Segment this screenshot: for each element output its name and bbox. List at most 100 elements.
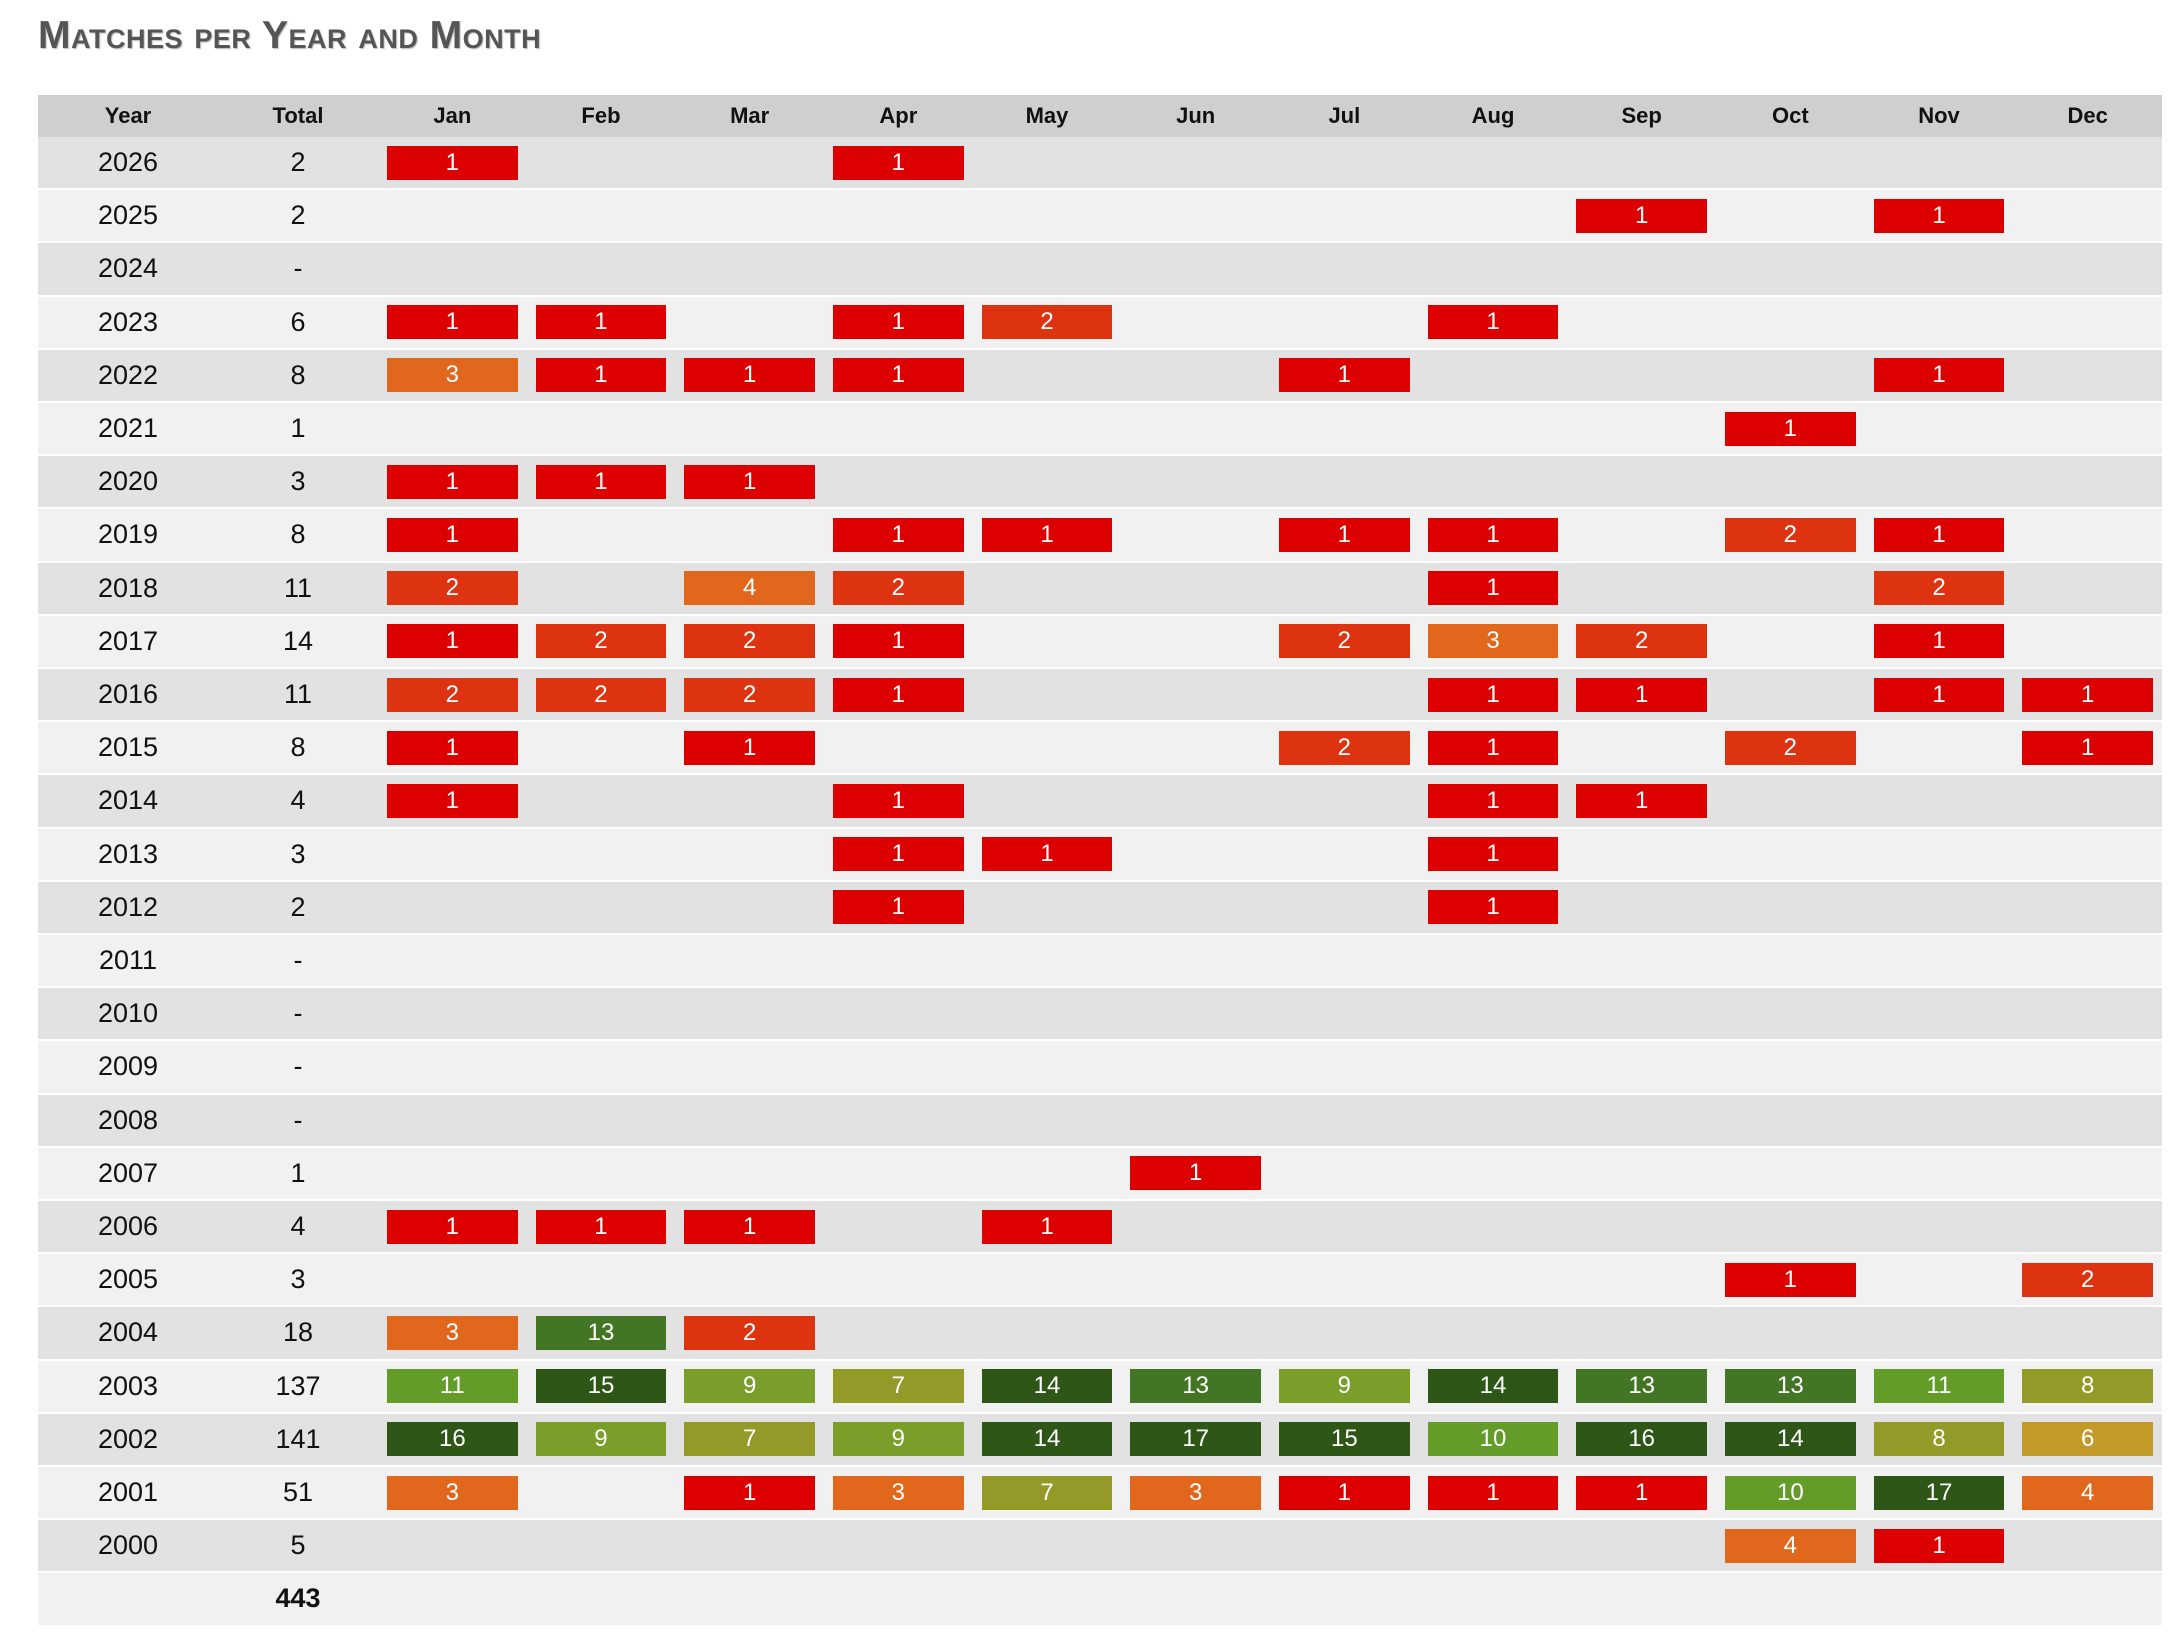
heatmap-cell-oct: 13 <box>1725 1369 1856 1404</box>
heatmap-cell-jan: 1 <box>387 624 518 659</box>
year-label: 2025 <box>97 200 159 231</box>
table-row: 2005 3 1 2 <box>38 1254 2162 1306</box>
heatmap-cell-dec: 2 <box>2022 1262 2154 1297</box>
heatmap-cell-nov: 8 <box>1873 1422 2005 1457</box>
column-header-feb: Feb <box>581 103 621 128</box>
year-total: 6 <box>290 306 306 337</box>
heatmap-cell-jan: 3 <box>387 1315 518 1350</box>
table-row: 2008 - <box>38 1094 2162 1146</box>
table-row: 2017 14 1 2 2 1 2 3 2 1 <box>38 615 2162 667</box>
heatmap-cell-jan: 1 <box>387 517 518 552</box>
heatmap-cell-feb: 1 <box>535 358 667 393</box>
table-row: 2022 8 3 1 1 1 1 1 <box>38 349 2162 401</box>
column-header-total: Total <box>272 103 324 128</box>
year-label: 2005 <box>97 1264 159 1295</box>
heatmap-cell-may: 1 <box>981 837 1113 872</box>
year-total: 8 <box>290 519 306 550</box>
heatmap-cell-feb: 13 <box>535 1315 667 1350</box>
table-row: 2016 11 2 2 2 1 1 1 1 1 <box>38 669 2162 721</box>
heatmap-cell-mar: 1 <box>684 464 815 499</box>
year-label: 2017 <box>97 625 159 656</box>
heatmap-cell-oct: 1 <box>1725 1262 1856 1297</box>
heatmap-cell-nov: 1 <box>1873 517 2005 552</box>
year-label: 2022 <box>97 359 159 390</box>
heatmap-cell-jul: 1 <box>1279 517 1410 552</box>
heatmap-cell-jun: 1 <box>1130 1156 1261 1191</box>
heatmap-cell-apr: 1 <box>833 624 964 659</box>
heatmap-cell-jun: 17 <box>1130 1422 1261 1457</box>
heatmap-cell-may: 7 <box>981 1475 1113 1510</box>
heatmap-cell-mar: 1 <box>684 1209 815 1244</box>
year-label: 2015 <box>97 732 159 763</box>
column-header-oct: Oct <box>1772 103 1809 128</box>
heatmap-cell-jan: 1 <box>387 145 518 180</box>
year-total: 3 <box>290 466 306 497</box>
heatmap-cell-feb: 15 <box>535 1369 667 1404</box>
year-total: 4 <box>290 1211 306 1241</box>
heatmap-cell-apr: 2 <box>833 571 964 606</box>
heatmap-cell-aug: 10 <box>1427 1422 1559 1457</box>
year-label: 2023 <box>97 306 159 337</box>
table-row: 2025 2 1 1 <box>38 190 2162 242</box>
year-total: 11 <box>283 679 313 709</box>
column-header-may: May <box>1025 103 1069 128</box>
year-label: 2003 <box>97 1370 159 1401</box>
year-label: 2000 <box>97 1530 159 1561</box>
heatmap-cell-sep: 16 <box>1576 1422 1708 1457</box>
heatmap-cell-mar: 2 <box>684 1315 815 1350</box>
table-row: 2000 5 4 1 <box>38 1520 2162 1572</box>
column-header-mar: Mar <box>730 103 770 128</box>
heatmap-cell-jan: 1 <box>387 783 518 818</box>
heatmap-cell-oct: 14 <box>1725 1422 1856 1457</box>
heatmap-cell-mar: 1 <box>684 1475 815 1510</box>
heatmap-cell-sep: 2 <box>1576 624 1708 659</box>
year-total: 4 <box>290 785 306 816</box>
table-row: 2007 1 1 <box>38 1147 2162 1199</box>
year-label: 2016 <box>97 679 159 709</box>
table-row: 2020 3 1 1 1 <box>38 456 2162 508</box>
year-label: 2026 <box>97 147 159 177</box>
year-label: 2002 <box>97 1423 159 1454</box>
year-total: 11 <box>283 572 313 603</box>
heatmap-cell-jul: 1 <box>1279 1475 1410 1510</box>
table-row: 2009 - <box>38 1041 2162 1093</box>
year-total: 3 <box>290 1264 306 1295</box>
year-total: - <box>293 253 303 284</box>
heatmap-cell-jun: 13 <box>1130 1369 1261 1404</box>
heatmap-cell-jul: 2 <box>1279 730 1410 765</box>
heatmap-cell-apr: 3 <box>833 1475 964 1510</box>
year-total: 2 <box>290 147 306 177</box>
heatmap-cell-apr: 1 <box>833 305 964 340</box>
heatmap-cell-may: 14 <box>981 1422 1113 1457</box>
year-label: 2004 <box>97 1317 159 1348</box>
heatmap-cell-oct: 2 <box>1725 517 1856 552</box>
heatmap-cell-may: 1 <box>981 1209 1113 1244</box>
table-row: 2002 141 16 9 7 9 14 17 15 10 16 14 8 6 <box>38 1413 2162 1465</box>
heatmap-cell-feb: 1 <box>535 1209 667 1244</box>
table-row: 2011 - <box>38 935 2162 987</box>
column-header-sep: Sep <box>1621 103 1662 128</box>
heatmap-cell-sep: 1 <box>1576 783 1708 818</box>
heatmap-cell-sep: 13 <box>1576 1369 1708 1404</box>
table-row: 2013 3 1 1 1 <box>38 828 2162 880</box>
year-total: 18 <box>282 1317 314 1348</box>
heatmap-cell-mar: 2 <box>684 677 815 712</box>
heatmap-cell-mar: 1 <box>684 730 815 765</box>
heatmap-cell-aug: 1 <box>1427 677 1559 712</box>
year-total: 137 <box>275 1370 321 1401</box>
heatmap-cell-apr: 1 <box>833 358 964 393</box>
heatmap-cell-jul: 9 <box>1279 1369 1410 1404</box>
table-row: 2012 2 1 1 <box>38 881 2162 933</box>
heatmap-cell-apr: 1 <box>833 145 964 180</box>
table-row: 2001 51 3 1 3 7 3 1 1 1 10 17 4 <box>38 1467 2162 1519</box>
heatmap-cell-dec: 1 <box>2022 677 2154 712</box>
heatmap-cell-nov: 1 <box>1873 624 2005 659</box>
table-row: 2010 - <box>38 988 2162 1040</box>
year-label: 2014 <box>97 785 159 816</box>
year-label: 2008 <box>97 1104 159 1135</box>
year-label: 2006 <box>97 1211 159 1241</box>
heatmap-cell-feb: 9 <box>535 1422 667 1457</box>
heatmap-cell-nov: 2 <box>1873 571 2005 606</box>
column-header-aug: Aug <box>1471 103 1515 128</box>
heatmap-cell-apr: 1 <box>833 890 964 925</box>
